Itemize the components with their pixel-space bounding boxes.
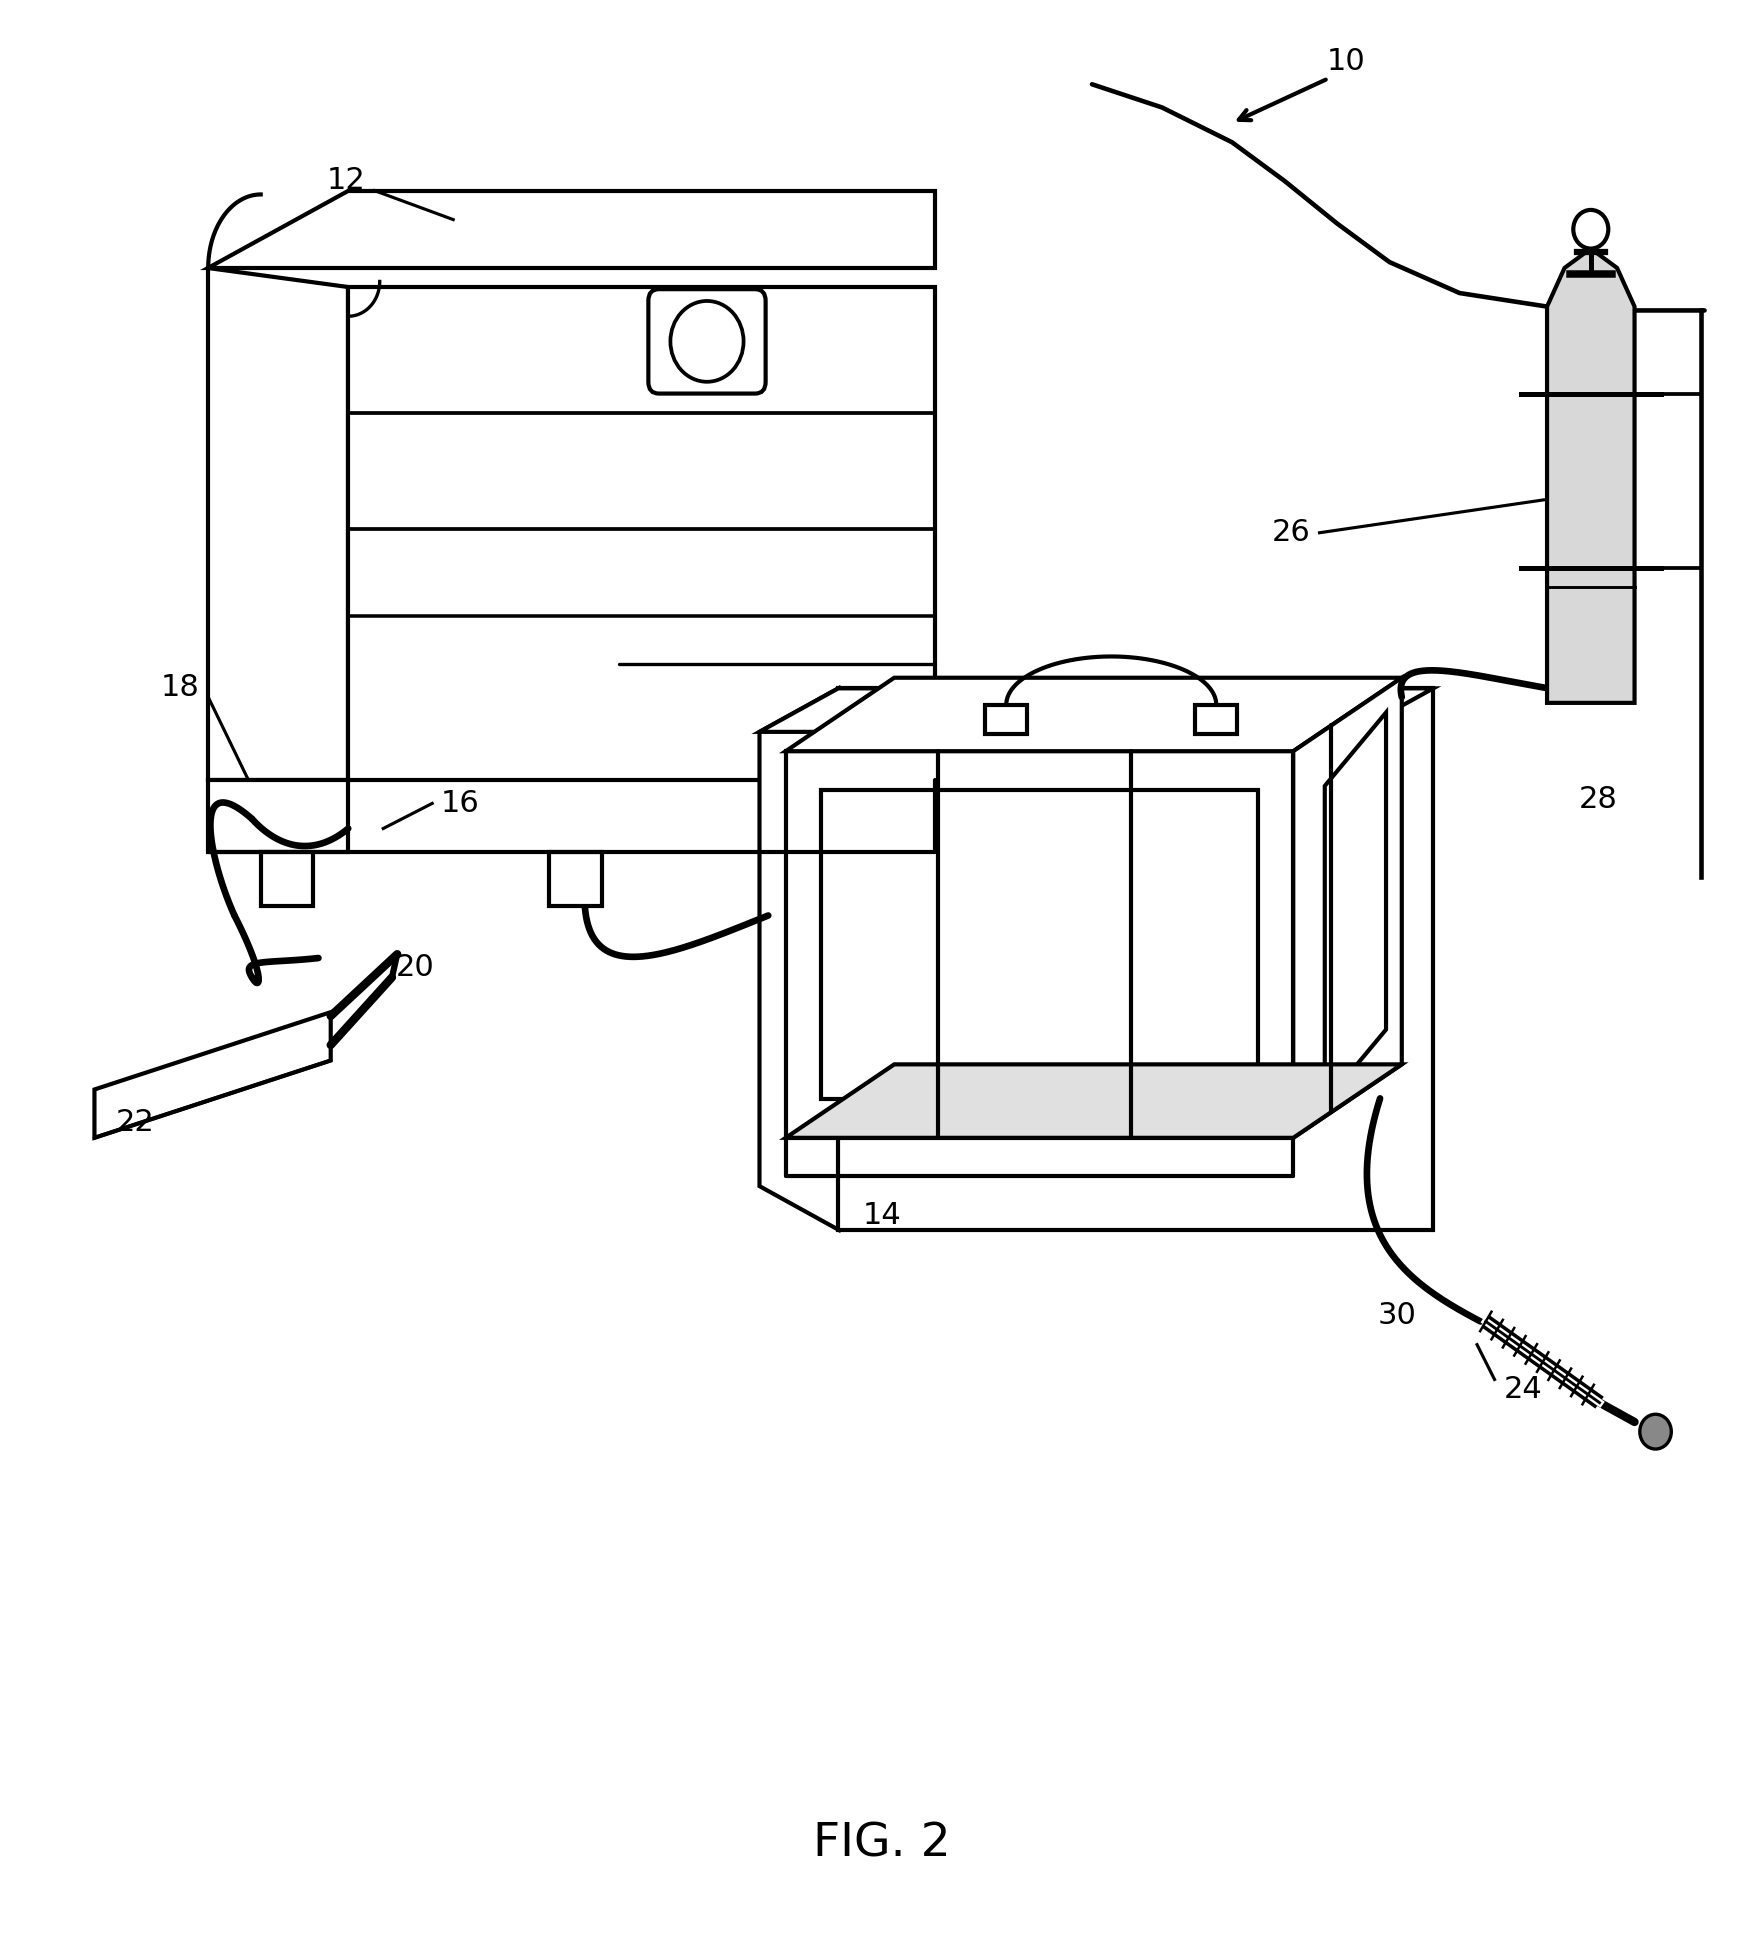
Text: 18: 18	[161, 674, 199, 703]
Polygon shape	[1325, 713, 1387, 1104]
Polygon shape	[986, 705, 1027, 734]
Polygon shape	[208, 269, 348, 781]
Text: 20: 20	[395, 954, 434, 981]
Polygon shape	[1547, 249, 1635, 703]
Polygon shape	[95, 1012, 330, 1137]
Polygon shape	[785, 1065, 1402, 1137]
Text: 10: 10	[1327, 47, 1365, 76]
Text: 28: 28	[1579, 785, 1618, 814]
Polygon shape	[208, 781, 348, 851]
FancyBboxPatch shape	[649, 290, 766, 393]
Text: FIG. 2: FIG. 2	[813, 1822, 951, 1867]
Polygon shape	[760, 689, 838, 1231]
Polygon shape	[261, 851, 314, 905]
Polygon shape	[1196, 705, 1237, 734]
Text: 22: 22	[115, 1108, 153, 1137]
Text: 14: 14	[863, 1201, 901, 1231]
Polygon shape	[1293, 678, 1402, 1137]
Polygon shape	[820, 790, 1258, 1100]
Polygon shape	[348, 288, 935, 781]
Polygon shape	[838, 689, 1434, 1231]
Text: 12: 12	[326, 165, 365, 195]
Polygon shape	[785, 752, 1293, 1137]
Polygon shape	[785, 678, 1402, 752]
Text: 26: 26	[1272, 518, 1311, 547]
Circle shape	[1573, 210, 1609, 249]
Polygon shape	[208, 191, 935, 269]
Polygon shape	[549, 851, 602, 905]
Text: 30: 30	[1378, 1301, 1416, 1330]
Polygon shape	[760, 689, 1434, 732]
Text: 16: 16	[441, 789, 480, 818]
Circle shape	[1641, 1414, 1671, 1449]
Text: 24: 24	[1503, 1375, 1542, 1404]
